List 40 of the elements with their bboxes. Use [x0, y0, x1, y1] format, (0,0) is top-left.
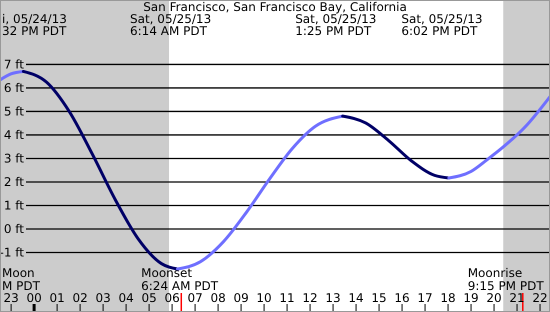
x-tick-label: 03 — [95, 291, 111, 305]
ref-line-label: Moonrise 9:15 PM PDT — [468, 266, 544, 293]
y-tick-label: 4 ft — [4, 128, 24, 142]
y-tick-label: 3 ft — [4, 151, 24, 166]
x-tick-label: 17 — [417, 291, 433, 305]
x-tick-label: 01 — [49, 291, 65, 305]
x-tick-label: 05 — [141, 291, 157, 305]
x-tick-label: 11 — [279, 291, 295, 305]
x-tick-label: 12 — [302, 291, 318, 305]
x-tick-label: 20 — [486, 291, 502, 305]
y-tick-label: 1 ft — [4, 198, 24, 212]
y-tick-label: -1 ft — [0, 246, 24, 260]
x-tick-label: 15 — [371, 291, 387, 305]
x-tick-label: 07 — [187, 291, 203, 305]
y-tick-label: 7 ft — [4, 57, 24, 72]
x-tick-label: 23 — [3, 291, 19, 305]
y-tick-label: 6 ft — [4, 80, 24, 95]
annotation: Moon M PDT — [2, 266, 41, 293]
annotation: i, 05/24/13 32 PM PDT — [2, 12, 67, 38]
x-tick-label: 08 — [210, 291, 226, 305]
y-tick-label: 2 ft — [4, 174, 24, 189]
x-tick-label: 10 — [256, 291, 272, 305]
x-tick-label: 19 — [463, 291, 479, 305]
x-tick-label: 09 — [233, 291, 249, 305]
x-tick-label: 22 — [532, 291, 548, 305]
x-tick-label: 02 — [72, 291, 88, 305]
x-tick-label: 04 — [118, 291, 134, 305]
chart-title: San Francisco, San Francisco Bay, California — [143, 0, 407, 14]
annotation: Sat, 05/25/13 6:14 AM PDT — [130, 12, 212, 38]
annotation: Sat, 05/25/13 6:02 PM PDT — [401, 12, 483, 38]
annotation: Sat, 05/25/13 1:25 PM PDT — [295, 12, 376, 38]
x-tick-label: 16 — [394, 291, 410, 305]
x-tick-label: 14 — [348, 291, 364, 305]
x-tick-label: 13 — [325, 291, 341, 305]
x-tick-label: 18 — [440, 291, 456, 305]
x-tick-label: 00 — [26, 291, 42, 305]
ref-line-label: Moonset 6:24 AM PDT — [141, 266, 219, 293]
y-tick-label: 5 ft — [4, 104, 24, 118]
x-tick-label: 06 — [164, 291, 180, 305]
y-tick-label: 0 ft — [4, 222, 24, 236]
